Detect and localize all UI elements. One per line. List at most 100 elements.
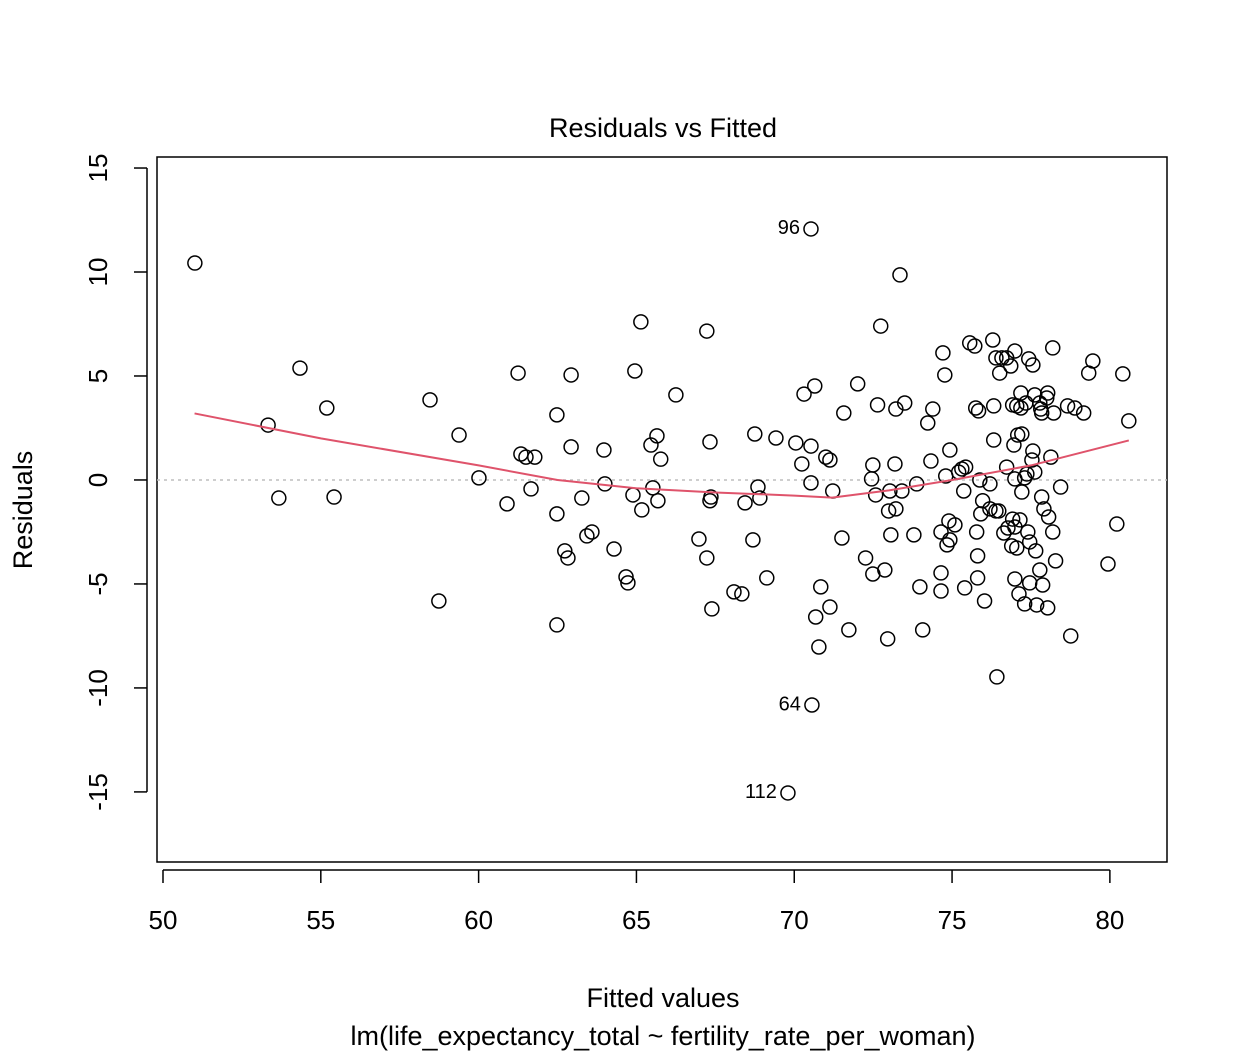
x-tick-label: 80 — [1095, 905, 1124, 935]
point — [1052, 479, 1069, 495]
y-axis-label: Residuals — [8, 451, 38, 570]
point — [972, 472, 988, 488]
point — [970, 403, 987, 419]
point — [988, 350, 1004, 366]
point — [894, 483, 910, 499]
point — [1121, 413, 1137, 429]
point — [967, 400, 984, 416]
point — [752, 490, 768, 506]
point — [857, 550, 874, 566]
point — [702, 434, 718, 450]
point — [834, 530, 850, 546]
point-label: 64 — [779, 693, 801, 715]
point — [998, 459, 1015, 475]
point — [737, 495, 753, 511]
point — [813, 579, 829, 595]
point — [1044, 524, 1061, 540]
point — [1045, 405, 1062, 421]
point — [892, 267, 908, 283]
point — [1047, 553, 1064, 569]
point — [933, 524, 949, 540]
point — [563, 439, 579, 455]
point — [596, 442, 612, 458]
point — [849, 376, 866, 392]
point — [796, 386, 812, 402]
point — [957, 459, 974, 475]
point — [1004, 511, 1021, 527]
point — [794, 456, 810, 472]
point — [1007, 343, 1023, 359]
point — [896, 395, 913, 411]
point — [1025, 357, 1041, 373]
point — [982, 501, 998, 517]
point — [887, 456, 903, 472]
point — [1038, 390, 1055, 406]
point — [606, 541, 622, 557]
point — [319, 400, 335, 416]
x-tick-label: 75 — [938, 905, 967, 935]
point — [1013, 400, 1029, 416]
point — [523, 481, 539, 497]
point — [780, 785, 796, 801]
point — [618, 569, 634, 585]
point — [976, 593, 993, 609]
point — [1043, 449, 1059, 465]
point — [549, 506, 565, 522]
point — [1024, 452, 1040, 468]
point — [872, 318, 889, 334]
point — [627, 363, 643, 379]
point — [955, 483, 972, 499]
point — [967, 338, 983, 354]
point — [933, 583, 949, 599]
point — [985, 332, 1001, 348]
point — [867, 487, 884, 503]
point — [584, 524, 600, 540]
point — [187, 255, 203, 271]
point — [1016, 596, 1033, 612]
point — [807, 609, 824, 625]
y-tick-label: -15 — [83, 773, 113, 811]
x-tick-label: 70 — [780, 905, 809, 935]
point — [888, 501, 904, 517]
point — [1062, 628, 1079, 644]
plot-frame — [156, 156, 1168, 863]
point — [745, 532, 761, 548]
point — [560, 550, 576, 566]
point — [1012, 512, 1028, 528]
point — [518, 449, 534, 465]
x-tick-label: 60 — [464, 905, 493, 935]
point — [879, 631, 896, 647]
point — [422, 392, 438, 408]
point — [1039, 385, 1056, 401]
point — [510, 365, 526, 381]
y-tick-label: 5 — [83, 369, 113, 383]
point — [804, 697, 820, 713]
point — [699, 550, 715, 566]
point — [1036, 501, 1052, 517]
point — [1032, 562, 1048, 578]
point — [985, 398, 1002, 414]
point — [969, 548, 986, 564]
point — [1003, 358, 1019, 374]
point — [933, 565, 949, 581]
point — [549, 407, 565, 423]
point — [1000, 520, 1016, 536]
chart-title: Residuals vs Fitted — [549, 113, 777, 143]
point — [803, 221, 819, 237]
y-tick-label: -5 — [83, 572, 113, 595]
point — [1027, 543, 1044, 559]
point — [1044, 340, 1061, 356]
point — [699, 323, 715, 339]
point — [1006, 437, 1022, 453]
point — [1115, 366, 1131, 382]
x-tick-label: 55 — [306, 905, 335, 935]
point — [985, 432, 1002, 448]
point — [1027, 387, 1043, 403]
point — [579, 528, 595, 544]
point — [260, 417, 276, 433]
point — [822, 452, 838, 468]
point — [652, 451, 669, 467]
point — [937, 367, 953, 383]
